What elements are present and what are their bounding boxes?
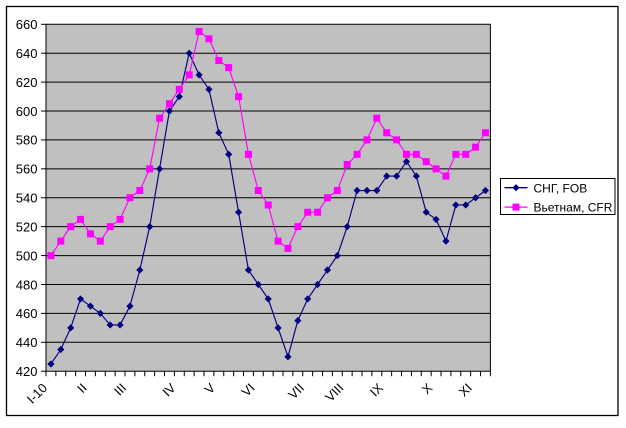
svg-text:Вьетнам, CFR: Вьетнам, CFR <box>534 201 613 215</box>
svg-text:420: 420 <box>16 364 38 379</box>
svg-text:660: 660 <box>16 17 38 32</box>
svg-text:520: 520 <box>16 219 38 234</box>
svg-text:СНГ, FOB: СНГ, FOB <box>534 181 588 195</box>
svg-text:440: 440 <box>16 335 38 350</box>
svg-text:500: 500 <box>16 248 38 263</box>
svg-text:480: 480 <box>16 277 38 292</box>
svg-text:580: 580 <box>16 133 38 148</box>
svg-text:640: 640 <box>16 46 38 61</box>
svg-text:460: 460 <box>16 306 38 321</box>
svg-text:560: 560 <box>16 162 38 177</box>
svg-text:600: 600 <box>16 104 38 119</box>
svg-text:540: 540 <box>16 191 38 206</box>
svg-text:620: 620 <box>16 75 38 90</box>
